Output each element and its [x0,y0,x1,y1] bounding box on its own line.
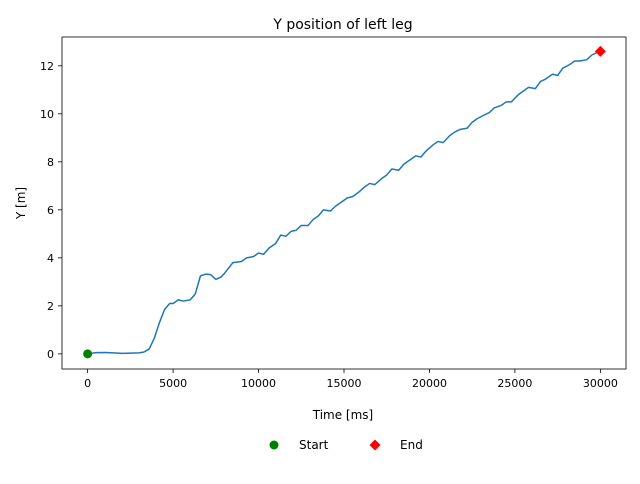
y-tick-label: 6 [47,204,54,217]
y-tick-label: 8 [47,156,54,169]
y-axis: 0 2 4 6 8 10 12 [40,60,62,361]
plot-frame [61,36,627,370]
chart-title: Y position of left leg [272,17,412,33]
x-axis: 0 5000 10000 15000 20000 25000 30000 [84,369,618,390]
end-marker [594,45,606,57]
y-axis-label: Y [m] [14,187,28,220]
legend-start-marker [269,440,279,450]
legend-end-marker [369,439,381,451]
x-tick-label: 0 [84,377,91,390]
series-line [87,50,601,355]
x-tick-label: 10000 [241,377,276,390]
y-tick-label: 4 [47,252,54,265]
legend: Start End [269,438,423,452]
y-tick-label: 2 [47,300,54,313]
y-tick-label: 10 [40,108,54,121]
x-tick-label: 5000 [159,377,187,390]
plot-area [83,45,606,359]
legend-start-label: Start [299,438,329,452]
y-tick-label: 12 [40,60,54,73]
x-axis-label: Time [ms] [312,408,374,422]
x-tick-label: 20000 [412,377,447,390]
x-tick-label: 15000 [327,377,362,390]
legend-end-label: End [400,438,423,452]
start-marker [83,349,93,359]
x-tick-label: 30000 [583,377,618,390]
y-tick-label: 0 [47,348,54,361]
x-tick-label: 25000 [497,377,532,390]
